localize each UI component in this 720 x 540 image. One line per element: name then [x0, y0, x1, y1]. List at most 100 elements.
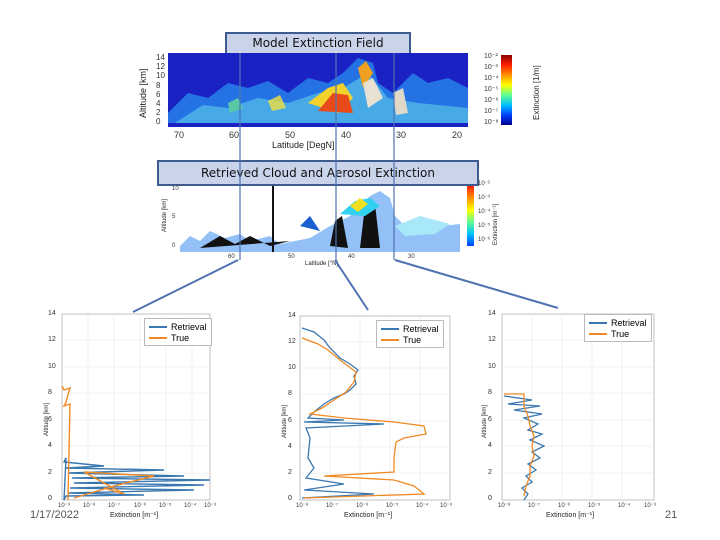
profile-3-x-tick: 10⁻³: [644, 503, 656, 509]
profile-2-y-tick: 8: [288, 390, 292, 397]
middle-y-tick: 5: [172, 214, 176, 220]
profile-plot-3: 14 12 10 8 6 4 2 0 Altitude [km] 10⁻⁸ 10…: [482, 306, 660, 523]
true-swatch: [589, 332, 607, 335]
profile-3-y-tick: 10: [488, 363, 496, 370]
middle-colorbar-ticks: 10⁻² 10⁻³ 10⁻⁴ 10⁻⁵ 10⁻⁶: [478, 180, 492, 250]
slide-date: 1/17/2022: [30, 509, 79, 521]
middle-cb-tick: 10⁻⁶: [478, 237, 491, 243]
top-ylabel: Altitude [km]: [138, 68, 148, 118]
profile-3-legend: Retrieval True: [584, 314, 652, 342]
true-swatch: [381, 338, 399, 341]
connector-profile-1: [132, 259, 239, 313]
profile-2-y-ticks: 14 12 10 8 6 4 2 0: [288, 312, 300, 508]
profile-plot-2: 14 12 10 8 6 4 2 0 Altitude [km] 10⁻⁸ 10…: [282, 308, 456, 523]
middle-x-tick: 60: [228, 254, 235, 260]
top-colorbar: [501, 55, 512, 125]
profile-1-y-tick: 8: [48, 389, 52, 396]
profile-2-xlabel: Extinction [m⁻¹]: [344, 512, 393, 519]
profile-1-y-tick: 2: [48, 469, 52, 476]
retrieval-swatch: [589, 321, 607, 324]
profile-3-y-tick: 12: [488, 336, 496, 343]
profile-3-y-ticks: 14 12 10 8 6 4 2 0: [488, 310, 502, 506]
profile-1-x-ticks: 10⁻⁹ 10⁻⁸ 10⁻⁷ 10⁻⁶ 10⁻⁵ 10⁻⁴ 10⁻³: [58, 502, 216, 511]
profile-3-x-tick: 10⁻⁶: [558, 503, 571, 509]
profile-1-x-tick: 10⁻⁴: [184, 503, 197, 509]
connector-profile-3: [394, 259, 559, 309]
retrieval-swatch: [149, 325, 167, 328]
middle-cb-tick: 10⁻⁵: [478, 223, 491, 229]
top-y-tick: 6: [156, 90, 161, 99]
top-y-tick: 14: [156, 53, 165, 62]
top-y-tick: 4: [156, 99, 161, 108]
profile-1-y-tick: 6: [48, 416, 52, 423]
profile-1-y-tick: 12: [48, 336, 56, 343]
profile-1-x-tick: 10⁻⁶: [134, 503, 147, 509]
top-cb-tick: 10⁻⁷: [484, 108, 499, 115]
profile-1-x-tick: 10⁻³: [204, 503, 216, 509]
profile-3-retrieval-line: [503, 395, 546, 501]
true-swatch: [149, 336, 167, 339]
profile-2-y-tick: 6: [288, 417, 292, 424]
middle-x-tick: 30: [408, 254, 415, 260]
profile-3-x-tick: 10⁻⁴: [618, 503, 631, 509]
profile-2-y-tick: 4: [288, 443, 292, 450]
legend-item-retrieval: Retrieval: [589, 317, 647, 328]
profile-3-y-tick: 2: [488, 469, 492, 476]
profile-3-ylabel: Altitude [km]: [482, 404, 488, 438]
connector-profile-2: [334, 259, 369, 311]
top-y-tick: 0: [156, 117, 161, 126]
profile-2-y-tick: 2: [288, 469, 292, 476]
profile-1-x-tick: 10⁻⁸: [83, 503, 96, 509]
legend-label: Retrieval: [611, 317, 647, 328]
model-extinction-title: Model Extinction Field: [225, 32, 411, 55]
top-y-tick: 2: [156, 108, 161, 117]
profile-1-x-tick: 10⁻⁷: [108, 503, 121, 509]
middle-x-ticks: 60 50 40 30: [180, 254, 460, 262]
profile-2-x-tick: 10⁻⁶: [356, 503, 369, 509]
profile-2-x-tick: 10⁻⁵: [386, 503, 399, 509]
profile-1-x-tick: 10⁻⁹: [58, 503, 71, 509]
retrieved-extinction-title: Retrieved Cloud and Aerosol Extinction: [157, 160, 479, 186]
legend-item-true: True: [589, 328, 647, 339]
top-colorbar-label: Extinction [1/m]: [532, 65, 541, 120]
middle-colorbar-label: Extinction [m⁻¹]: [493, 203, 499, 245]
profile-3-x-tick: 10⁻⁸: [498, 503, 511, 509]
profile-1-x-tick: 10⁻⁵: [159, 503, 172, 509]
top-cb-tick: 10⁻⁴: [484, 75, 499, 82]
top-y-tick: 10: [156, 71, 165, 80]
profile-2-x-tick: 10⁻⁸: [296, 503, 309, 509]
profile-3-canvas: [501, 313, 655, 501]
top-cb-tick: 10⁻⁵: [484, 86, 499, 93]
profile-2-y-tick: 10: [288, 364, 296, 371]
profile-3-x-ticks: 10⁻⁸ 10⁻⁷ 10⁻⁶ 10⁻⁵ 10⁻⁴ 10⁻³: [498, 502, 658, 511]
legend-label: True: [403, 334, 422, 345]
middle-ylabel: Altitude [km]: [162, 198, 168, 232]
top-x-tick: 40: [341, 130, 352, 140]
middle-cb-tick: 10⁻²: [478, 181, 490, 187]
profile-2-legend: Retrieval True: [376, 320, 444, 348]
middle-y-tick: 0: [172, 243, 176, 249]
slide-number: 21: [665, 509, 678, 521]
middle-cb-tick: 10⁻⁴: [478, 209, 491, 215]
top-xlabel: Latitude [DegN]: [272, 140, 335, 150]
top-cb-tick: 10⁻²: [484, 53, 498, 60]
top-x-tick: 20: [452, 130, 463, 140]
model-extinction-plot: [168, 53, 468, 127]
profile-plot-1: 14 12 10 8 6 4 2 0 Altitude [km] 10⁻⁹ 10…: [44, 308, 216, 523]
top-cb-tick: 10⁻³: [484, 64, 498, 71]
profile-2-y-tick: 12: [288, 338, 296, 345]
profile-2-x-tick: 10⁻⁷: [326, 503, 339, 509]
profile-2-y-tick: 14: [288, 312, 296, 319]
profile-3-y-tick: 0: [488, 495, 492, 502]
profile-1-true-line: [61, 385, 155, 501]
top-cb-tick: 10⁻⁸: [484, 119, 499, 126]
top-x-tick: 50: [285, 130, 296, 140]
profile-2-ylabel: Altitude [km]: [282, 404, 288, 438]
profile-1-y-tick: 0: [48, 495, 52, 502]
legend-item-retrieval: Retrieval: [381, 323, 439, 334]
legend-label: Retrieval: [171, 321, 207, 332]
profile-3-y-tick: 8: [488, 389, 492, 396]
top-y-ticks: 14 12 10 8 6 4 2 0: [156, 53, 166, 127]
top-cb-tick: 10⁻⁶: [484, 97, 499, 104]
top-y-tick: 12: [156, 62, 165, 71]
